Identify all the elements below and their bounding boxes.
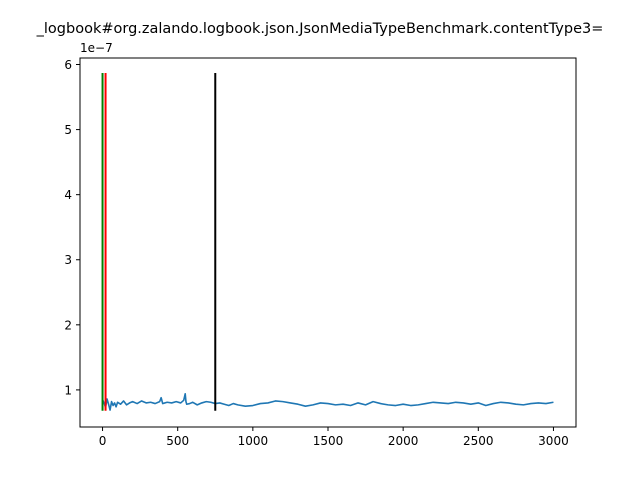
plot-layer [101,72,554,411]
x-tick-label: 2500 [463,434,494,448]
x-axis: 0 500 1000 1500 2000 2500 3000 [99,427,569,448]
x-tick-label: 500 [166,434,189,448]
y-offset-label: 1e−7 [80,41,113,55]
x-tick-label: 2000 [388,434,419,448]
y-tick-label: 3 [64,253,72,267]
y-tick-label: 4 [64,188,72,202]
x-tick-label: 1500 [313,434,344,448]
y-tick-label: 2 [64,318,72,332]
y-tick-label: 6 [64,58,72,72]
x-tick-label: 1000 [238,434,269,448]
y-axis: 1 2 3 4 5 6 [64,58,80,397]
axes-frame [79,57,577,428]
x-tick-label: 3000 [538,434,569,448]
chart-title: _logbook#org.zalando.logbook.json.JsonMe… [36,21,604,37]
x-tick-label: 0 [99,434,107,448]
y-tick-label: 1 [64,383,72,397]
y-tick-label: 5 [64,123,72,137]
series-line-0 [101,393,554,411]
